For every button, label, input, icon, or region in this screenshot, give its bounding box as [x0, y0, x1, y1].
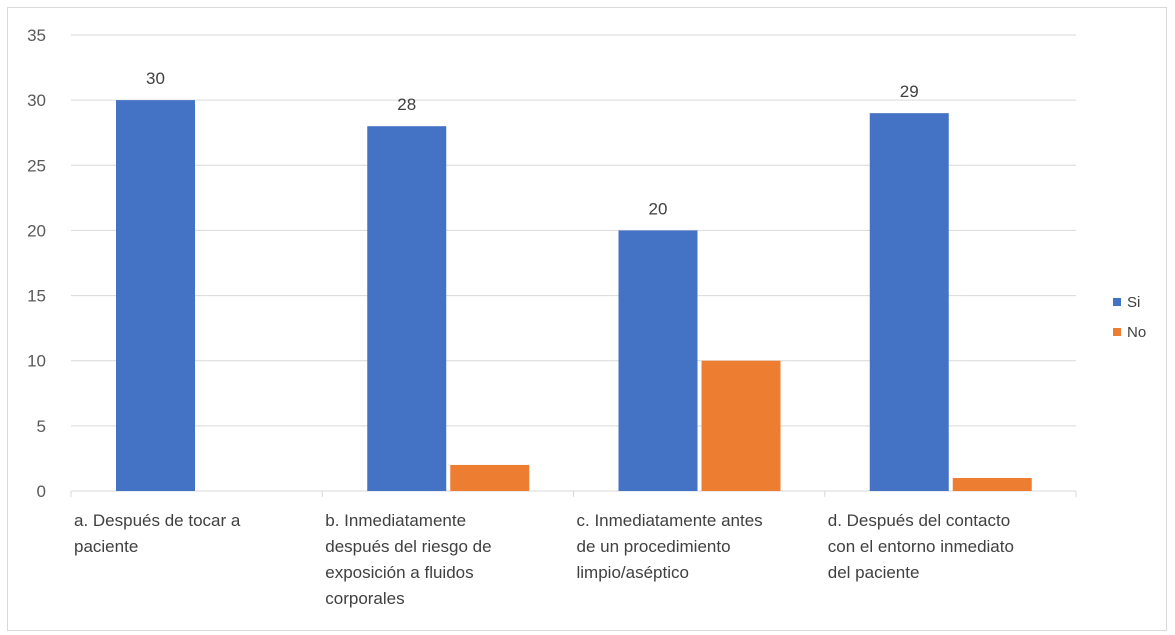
y-tick-label: 20 [27, 221, 46, 240]
bar-si-3 [618, 230, 698, 491]
x-category-label: de un procedimiento [577, 537, 731, 556]
x-category-label: c. Inmediatamente antes [577, 511, 763, 530]
data-label: 30 [146, 69, 165, 88]
x-category-label: después del riesgo de [325, 537, 491, 556]
x-category-label: con el entorno inmediato [828, 537, 1014, 556]
data-label: 28 [397, 95, 416, 114]
legend-swatch-no [1113, 328, 1121, 336]
x-category-label: a. Después de tocar a [74, 511, 241, 530]
bar-no-3 [701, 360, 781, 491]
x-category-label: b. Inmediatamente [325, 511, 466, 530]
legend-swatch-si [1113, 298, 1121, 306]
y-tick-label: 30 [27, 91, 46, 110]
x-category-label: limpio/aséptico [577, 563, 689, 582]
y-tick-label: 25 [27, 156, 46, 175]
bar-chart: 0 5 10 15 20 25 30 35 30 28 20 29 a. Después de toca… [27, 26, 1146, 608]
bar-si-1 [116, 100, 195, 492]
legend-label-si: Si [1127, 294, 1140, 311]
bar-si-4 [869, 113, 949, 492]
x-category-label: corporales [325, 589, 404, 608]
y-tick-label: 5 [37, 417, 46, 436]
y-tick-label: 15 [27, 287, 46, 306]
legend-label-no: No [1127, 324, 1146, 341]
y-tick-label: 35 [27, 26, 46, 45]
x-category-label: d. Después del contacto [828, 511, 1010, 530]
data-label: 29 [900, 82, 919, 101]
x-category-label: del paciente [828, 563, 920, 582]
bar-no-2 [450, 464, 530, 491]
x-category-label: paciente [74, 537, 138, 556]
y-tick-label: 0 [37, 482, 46, 501]
chart-container: 0 5 10 15 20 25 30 35 30 28 20 29 a. Después de toca… [7, 7, 1167, 631]
data-label: 20 [649, 199, 668, 218]
bar-no-4 [952, 477, 1032, 491]
x-category-label: exposición a fluidos [325, 563, 473, 582]
bar-si-2 [367, 126, 447, 491]
y-tick-label: 10 [27, 352, 46, 371]
